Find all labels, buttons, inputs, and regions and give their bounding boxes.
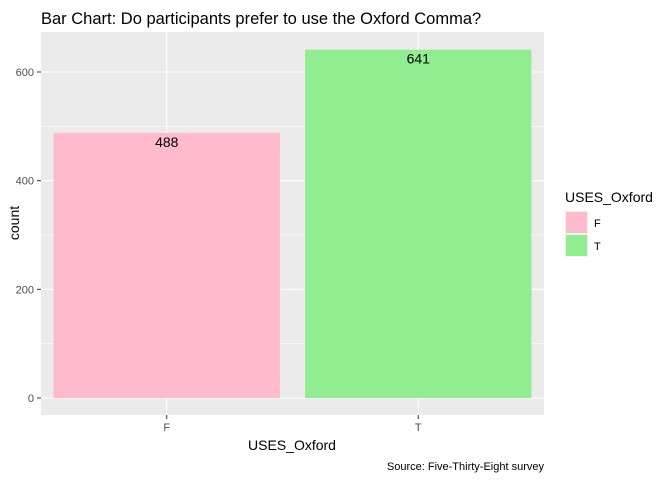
y-tick-label: 200: [16, 284, 34, 296]
legend-label: F: [594, 218, 601, 230]
bars: [53, 49, 532, 399]
y-axis: 0 200 400 600: [16, 67, 41, 405]
bar-T: [305, 49, 532, 399]
y-tick-label: 0: [28, 393, 34, 405]
legend-label: T: [594, 241, 601, 253]
chart-caption: Source: Five-Thirty-Eight survey: [387, 461, 545, 473]
legend-title: USES_Oxford: [565, 189, 653, 205]
y-tick-label: 600: [16, 67, 34, 79]
x-tick-label: F: [163, 422, 170, 434]
legend-swatch-F: [566, 212, 587, 233]
data-labels: 488 641: [155, 51, 430, 150]
bar-F: [53, 132, 280, 398]
x-tick-label: T: [415, 422, 422, 434]
legend-swatch-T: [566, 235, 587, 256]
y-tick-label: 400: [16, 176, 34, 188]
legend-items: FT: [565, 211, 601, 257]
chart-title: Bar Chart: Do participants prefer to use…: [41, 10, 481, 28]
x-axis-title: USES_Oxford: [248, 437, 336, 453]
data-label: 641: [407, 51, 431, 67]
y-axis-title: count: [6, 206, 22, 240]
legend: USES_Oxford FT: [565, 189, 653, 257]
data-label: 488: [155, 134, 179, 150]
